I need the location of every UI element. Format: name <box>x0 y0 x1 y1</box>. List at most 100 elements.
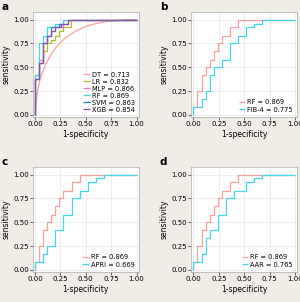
RF = 0.869 <box>293 18 297 21</box>
XGB = 0.854 <box>45 42 49 45</box>
RF = 0.869 <box>33 260 37 264</box>
MLP = 0.866 <box>37 73 41 77</box>
LR = 0.832 <box>45 42 49 45</box>
XGB = 0.854 <box>33 77 37 81</box>
RF = 0.869 <box>41 244 45 248</box>
APRi = 0.669 <box>135 173 138 176</box>
APRi = 0.669 <box>94 181 98 184</box>
AAR = 0.765 <box>253 177 256 180</box>
LR = 0.832 <box>53 38 57 41</box>
LR = 0.832 <box>41 49 45 53</box>
XGB = 0.854 <box>37 62 41 65</box>
LR = 0.832 <box>69 25 72 29</box>
Line: RF = 0.869: RF = 0.869 <box>35 20 136 115</box>
XGB = 0.854 <box>50 34 53 38</box>
DT = 0.713 <box>44 64 47 67</box>
LR = 0.832 <box>33 113 37 117</box>
APRi = 0.669 <box>41 260 45 264</box>
Text: a: a <box>1 2 8 11</box>
Y-axis label: sensitivity: sensitivity <box>1 45 10 84</box>
Y-axis label: sensitivity: sensitivity <box>160 45 169 84</box>
SVM = 0.863 <box>66 22 69 25</box>
FIB-4 = 0.775 <box>208 89 211 93</box>
RF = 0.869 <box>62 18 65 21</box>
RF = 0.869 <box>212 58 215 62</box>
RF = 0.869 <box>200 244 203 248</box>
SVM = 0.863 <box>37 62 41 65</box>
DT = 0.713 <box>53 47 57 50</box>
APRi = 0.669 <box>102 173 106 176</box>
AAR = 0.765 <box>196 260 199 264</box>
APRi = 0.669 <box>78 197 82 200</box>
APRi = 0.669 <box>102 177 106 180</box>
RF = 0.869 <box>50 220 53 224</box>
XGB = 0.854 <box>66 22 69 25</box>
APRi = 0.669 <box>70 197 74 200</box>
MLP = 0.866 <box>50 29 53 33</box>
XGB = 0.854 <box>45 34 49 38</box>
Legend: RF = 0.869, AAR = 0.765: RF = 0.869, AAR = 0.765 <box>241 253 294 268</box>
FIB-4 = 0.775 <box>244 25 248 29</box>
LR = 0.832 <box>37 77 41 81</box>
RF = 0.869 <box>135 173 138 176</box>
FIB-4 = 0.775 <box>236 34 240 38</box>
RF = 0.869 <box>204 66 207 69</box>
AAR = 0.765 <box>192 268 195 272</box>
LR = 0.832 <box>50 38 53 41</box>
AAR = 0.765 <box>208 237 211 240</box>
FIB-4 = 0.775 <box>261 18 264 21</box>
AAR = 0.765 <box>216 213 220 217</box>
RF = 0.869 <box>37 42 41 45</box>
LR = 0.832 <box>62 25 65 29</box>
RF = 0.869 <box>62 22 65 25</box>
XGB = 0.854 <box>33 113 37 117</box>
RF = 0.869 <box>78 173 82 176</box>
APRi = 0.669 <box>33 260 37 264</box>
RF = 0.869 <box>135 18 138 21</box>
Line: LR = 0.832: LR = 0.832 <box>35 20 136 115</box>
MLP = 0.866 <box>33 113 37 117</box>
FIB-4 = 0.775 <box>220 66 224 69</box>
SVM = 0.863 <box>50 25 53 29</box>
FIB-4 = 0.775 <box>192 105 195 109</box>
RF = 0.869 <box>192 105 195 109</box>
RF = 0.869 <box>212 213 215 217</box>
MLP = 0.866 <box>62 25 65 29</box>
APRi = 0.669 <box>33 268 37 272</box>
DT = 0.713 <box>49 54 52 58</box>
AAR = 0.765 <box>232 197 236 200</box>
XGB = 0.854 <box>66 18 69 21</box>
XGB = 0.854 <box>50 29 53 33</box>
XGB = 0.854 <box>135 18 138 21</box>
Line: XGB = 0.854: XGB = 0.854 <box>35 20 136 115</box>
FIB-4 = 0.775 <box>208 73 211 77</box>
DT = 0.713 <box>104 20 108 24</box>
AAR = 0.765 <box>224 197 228 200</box>
MLP = 0.866 <box>33 73 37 77</box>
APRi = 0.669 <box>62 228 65 232</box>
FIB-4 = 0.775 <box>244 34 248 38</box>
Line: RF = 0.869: RF = 0.869 <box>35 175 136 270</box>
X-axis label: 1-specificity: 1-specificity <box>63 285 109 294</box>
RF = 0.869 <box>236 181 240 184</box>
Line: SVM = 0.863: SVM = 0.863 <box>35 20 136 115</box>
AAR = 0.765 <box>224 213 228 217</box>
MLP = 0.866 <box>45 42 49 45</box>
SVM = 0.863 <box>41 42 45 45</box>
Line: RF = 0.869: RF = 0.869 <box>194 20 295 115</box>
FIB-4 = 0.775 <box>220 58 224 62</box>
RF = 0.869 <box>216 197 220 200</box>
MLP = 0.866 <box>41 58 45 62</box>
FIB-4 = 0.775 <box>200 105 203 109</box>
APRi = 0.669 <box>86 189 90 193</box>
AAR = 0.765 <box>208 228 211 232</box>
RF = 0.869 <box>37 73 41 77</box>
FIB-4 = 0.775 <box>228 42 232 45</box>
RF = 0.869 <box>220 189 224 193</box>
APRi = 0.669 <box>53 244 57 248</box>
XGB = 0.854 <box>37 77 41 81</box>
FIB-4 = 0.775 <box>253 25 256 29</box>
DT = 0.713 <box>74 29 77 33</box>
AAR = 0.765 <box>244 189 248 193</box>
FIB-4 = 0.775 <box>200 97 203 101</box>
